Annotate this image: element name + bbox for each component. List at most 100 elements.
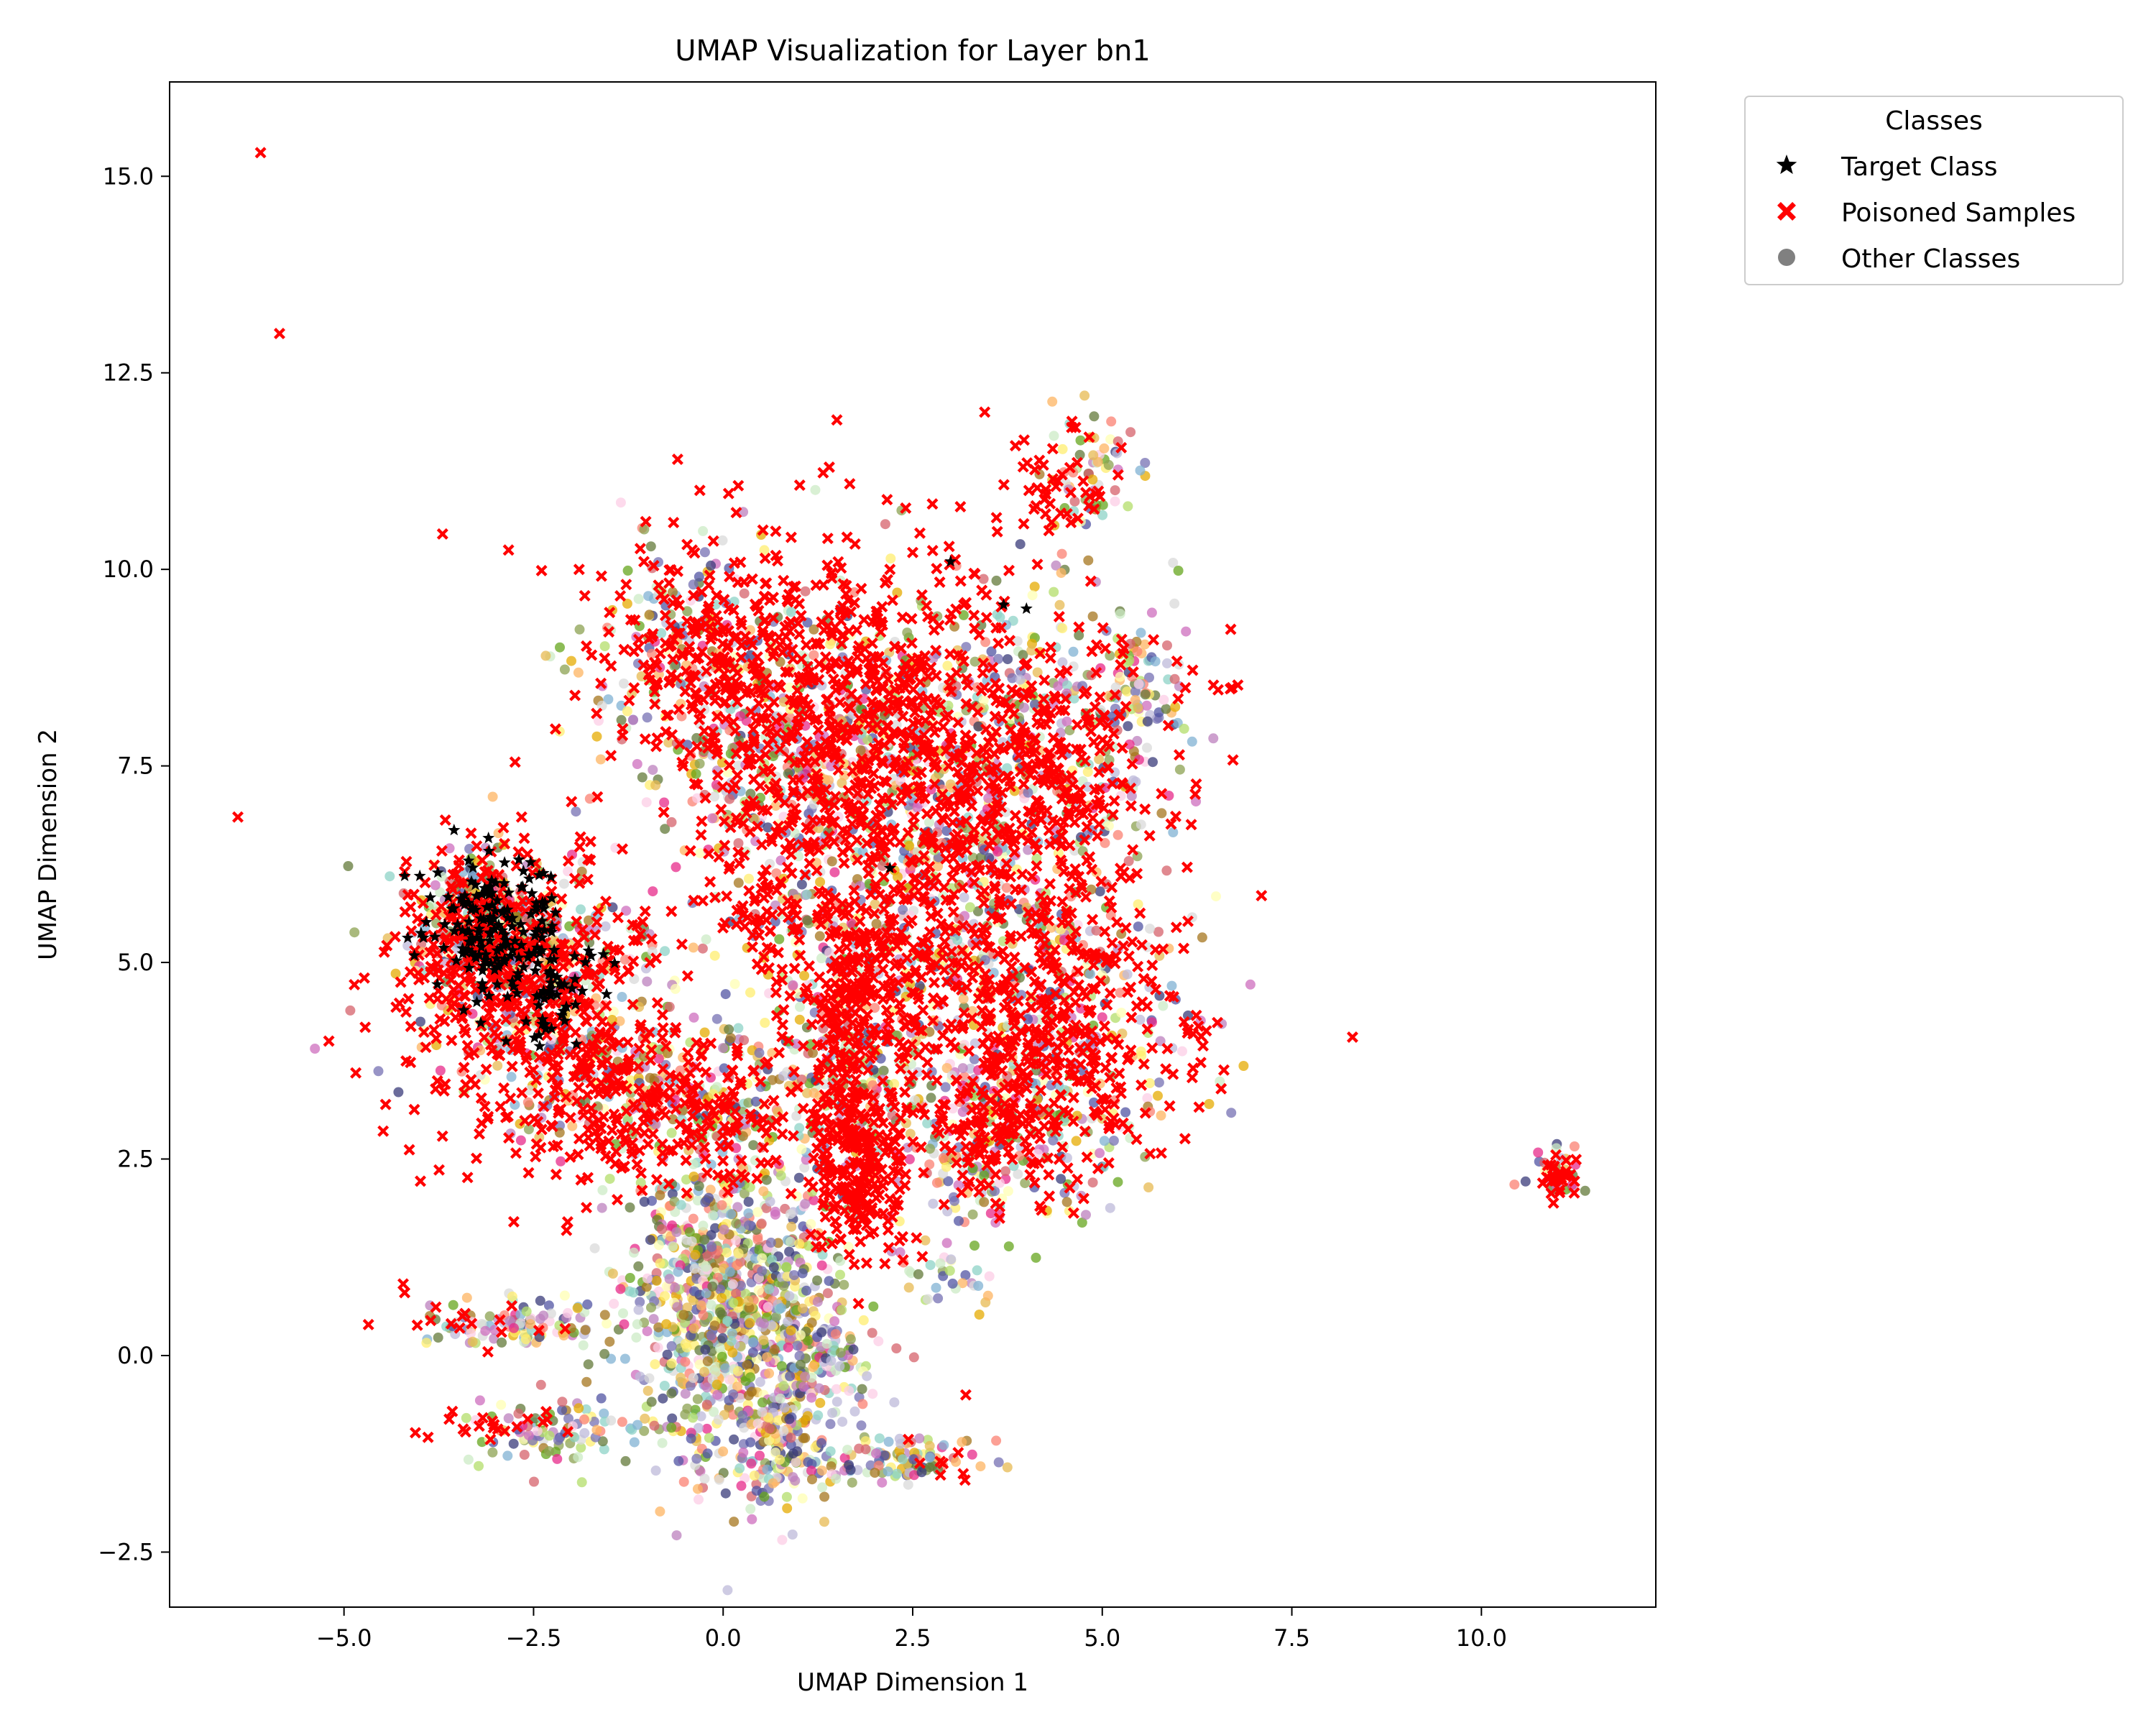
data-point [967,1449,977,1460]
data-point [714,1474,724,1485]
data-point [529,1476,539,1487]
data-point [724,1374,735,1385]
data-point [487,791,498,802]
data-point [1087,1177,1098,1188]
data-point [599,1310,610,1320]
data-point [868,1301,879,1312]
data-point [619,678,629,689]
data-point [566,656,576,666]
data-point [914,1433,925,1444]
data-point [1053,681,1064,691]
data-point [754,1047,765,1058]
data-point [815,1397,826,1408]
data-point [801,1285,812,1296]
data-point [620,1455,631,1466]
data-point [867,1080,878,1090]
data-point [791,1457,801,1468]
data-point [559,1290,570,1301]
data-point [1133,702,1143,713]
data-point [688,942,699,953]
data-point [552,1453,563,1464]
data-point [727,1328,737,1338]
data-point [715,1307,726,1317]
data-point [928,718,939,729]
data-point [731,1218,742,1229]
data-point [768,1262,779,1273]
data-point [975,852,986,863]
data-point [737,1410,748,1421]
data-point [770,1209,780,1220]
data-point [622,598,632,609]
data-point [778,1426,789,1436]
data-point [1003,654,1013,665]
data-point [947,1103,958,1114]
data-point [1146,607,1157,618]
data-point [1135,465,1146,476]
data-point [891,1343,902,1353]
data-point [757,1397,768,1408]
data-point [826,856,837,867]
data-point [427,900,438,911]
data-point [689,1264,700,1274]
data-point [448,1300,459,1310]
data-point [506,1072,517,1082]
data-point [745,987,755,998]
data-point [1140,689,1151,700]
data-point [991,1435,1002,1446]
data-point [1048,1135,1059,1146]
data-point [699,1473,710,1484]
data-point [830,1329,841,1340]
data-point [461,1292,472,1303]
data-point [502,1450,513,1461]
data-point [310,1044,321,1054]
data-point [826,761,837,772]
data-point [1110,485,1120,496]
data-point [778,1381,789,1392]
data-point [1144,1078,1155,1088]
data-point [856,1420,867,1431]
data-point [826,1356,837,1366]
data-point [991,575,1002,586]
data-point [732,1381,743,1392]
data-point [803,1335,813,1346]
data-point [816,1466,827,1476]
data-point [578,1340,589,1351]
data-point [711,1361,722,1372]
data-point [668,586,678,597]
data-point [764,1284,775,1294]
data-point [858,1315,869,1325]
data-point [795,1330,806,1340]
data-point [625,1273,635,1283]
data-point [754,1245,765,1256]
data-point [604,1336,615,1347]
data-point [1143,1182,1154,1192]
data-point [1169,673,1180,684]
data-point [750,836,761,847]
data-point [573,667,584,678]
data-point [964,902,975,913]
data-point [757,1253,768,1264]
data-point [680,1338,691,1349]
data-point [1158,1000,1169,1011]
data-point [912,802,923,813]
data-point [979,1197,990,1208]
data-point [1238,1061,1249,1071]
data-point [572,1302,583,1313]
data-point [706,1300,717,1310]
data-point [725,1033,736,1044]
data-point [1166,980,1177,991]
data-point [1173,566,1184,576]
data-point [461,1412,471,1423]
data-point [688,1172,699,1182]
data-point [1133,678,1144,689]
data-point [765,1196,775,1207]
data-point [515,1135,526,1146]
data-point [800,586,811,597]
data-point [784,682,795,693]
data-point [762,1464,773,1475]
data-point [903,801,914,811]
data-point [596,700,607,711]
data-point [1132,646,1143,657]
data-point [816,1260,827,1271]
data-point [1103,821,1114,832]
